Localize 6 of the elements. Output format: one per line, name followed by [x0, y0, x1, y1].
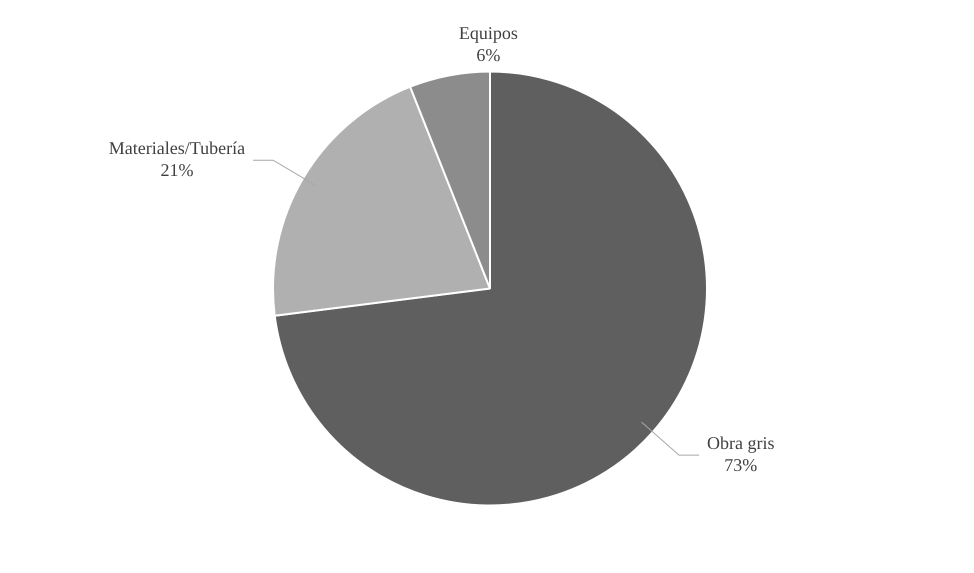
data-label: 6% [476, 45, 500, 66]
data-label: 73% [724, 454, 758, 475]
slice-label: Equipos [458, 23, 518, 44]
slice-label: Obra gris [707, 432, 775, 453]
slice-label: Materiales/Tubería [108, 138, 246, 158]
data-label: 21% [160, 160, 194, 180]
